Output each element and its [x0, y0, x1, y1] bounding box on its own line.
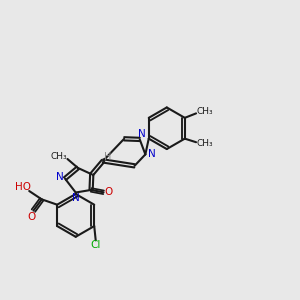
- Text: N: N: [138, 129, 146, 139]
- Text: HO: HO: [15, 182, 31, 193]
- Text: N: N: [72, 193, 80, 203]
- Text: CH₃: CH₃: [196, 107, 213, 116]
- Text: Cl: Cl: [91, 240, 101, 250]
- Text: O: O: [105, 187, 113, 197]
- Text: CH₃: CH₃: [51, 152, 68, 160]
- Text: N: N: [56, 172, 64, 182]
- Text: O: O: [28, 212, 36, 222]
- Text: N: N: [148, 149, 156, 159]
- Text: H: H: [104, 152, 111, 162]
- Text: CH₃: CH₃: [196, 139, 213, 148]
